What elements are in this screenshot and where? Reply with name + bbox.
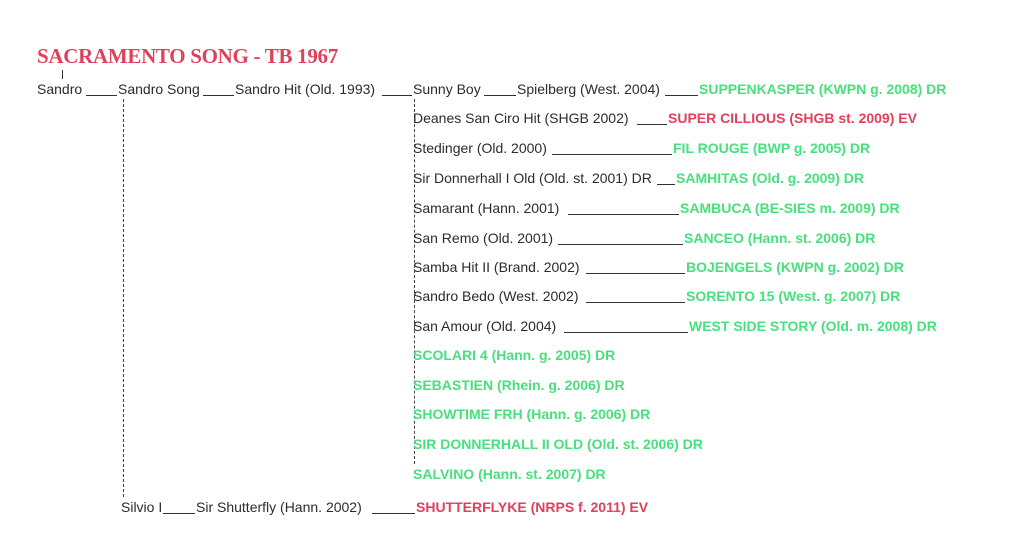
connector-line bbox=[203, 95, 234, 96]
horse-west-side-story: WEST SIDE STORY (Old. m. 2008) DR bbox=[689, 318, 937, 334]
connector-line bbox=[372, 513, 415, 514]
sire-sandro-hit: Sandro Hit (Old. 1993) bbox=[235, 81, 376, 97]
connector-line bbox=[382, 95, 412, 96]
sire-stedinger: Stedinger (Old. 2000) bbox=[413, 140, 547, 156]
sire-samarant: Samarant (Hann. 2001) bbox=[413, 200, 560, 216]
sire-sir-donnerhall-i: Sir Donnerhall I Old (Old. st. 2001) DR bbox=[413, 170, 652, 186]
connector-line bbox=[564, 332, 688, 333]
sire-sandro-song: Sandro Song bbox=[118, 81, 200, 97]
page-title: SACRAMENTO SONG - TB 1967 bbox=[37, 44, 338, 68]
horse-sebastien: SEBASTIEN (Rhein. g. 2006) DR bbox=[413, 377, 625, 393]
connector-title-stub bbox=[62, 70, 63, 79]
horse-fil-rouge: FIL ROUGE (BWP g. 2005) DR bbox=[673, 140, 871, 156]
horse-sanceo: SANCEO (Hann. st. 2006) DR bbox=[684, 230, 876, 246]
connector-line bbox=[484, 95, 516, 96]
sire-sandro: Sandro bbox=[37, 81, 83, 97]
connector-line bbox=[637, 124, 667, 125]
sire-sir-shutterfly: Sir Shutterfly (Hann. 2002) bbox=[196, 499, 362, 515]
connector-line bbox=[586, 302, 685, 303]
sire-samba-hit-ii: Samba Hit II (Brand. 2002) bbox=[413, 259, 580, 275]
sire-deanes-san-ciro-hit: Deanes San Ciro Hit (SHGB 2002) bbox=[413, 110, 629, 126]
horse-scolari-4: SCOLARI 4 (Hann. g. 2005) DR bbox=[413, 347, 616, 363]
horse-suppenkasper: SUPPENKASPER (KWPN g. 2008) DR bbox=[699, 81, 947, 97]
connector-line bbox=[163, 513, 195, 514]
horse-bojengels: BOJENGELS (KWPN g. 2002) DR bbox=[686, 259, 904, 275]
horse-showtime-frh: SHOWTIME FRH (Hann. g. 2006) DR bbox=[413, 406, 651, 422]
connector-line bbox=[86, 95, 117, 96]
horse-sir-donnerhall-ii-old: SIR DONNERHALL II OLD (Old. st. 2006) DR bbox=[413, 436, 703, 452]
connector-sandro-song-offspring bbox=[123, 99, 124, 497]
connector-line bbox=[568, 214, 679, 215]
connector-line bbox=[552, 154, 672, 155]
connector-line bbox=[657, 184, 675, 185]
horse-sorento-15: SORENTO 15 (West. g. 2007) DR bbox=[686, 288, 901, 304]
horse-super-cillious: SUPER CILLIOUS (SHGB st. 2009) EV bbox=[668, 110, 917, 126]
connector-line bbox=[586, 273, 685, 274]
connector-line bbox=[665, 95, 698, 96]
connector-sandro-hit-offspring bbox=[414, 99, 415, 464]
sire-spielberg: Spielberg (West. 2004) bbox=[517, 81, 660, 97]
horse-salvino: SALVINO (Hann. st. 2007) DR bbox=[413, 466, 606, 482]
sire-san-amour: San Amour (Old. 2004) bbox=[413, 318, 557, 334]
sire-sunny-boy: Sunny Boy bbox=[413, 81, 481, 97]
connector-line bbox=[558, 244, 683, 245]
sire-silvio-i: Silvio I bbox=[121, 499, 163, 515]
sire-sandro-bedo: Sandro Bedo (West. 2002) bbox=[413, 288, 579, 304]
horse-samhitas: SAMHITAS (Old. g. 2009) DR bbox=[676, 170, 864, 186]
horse-sambuca: SAMBUCA (BE-SIES m. 2009) DR bbox=[680, 200, 900, 216]
horse-shutterflyke: SHUTTERFLYKE (NRPS f. 2011) EV bbox=[416, 499, 649, 515]
sire-san-remo: San Remo (Old. 2001) bbox=[413, 230, 554, 246]
